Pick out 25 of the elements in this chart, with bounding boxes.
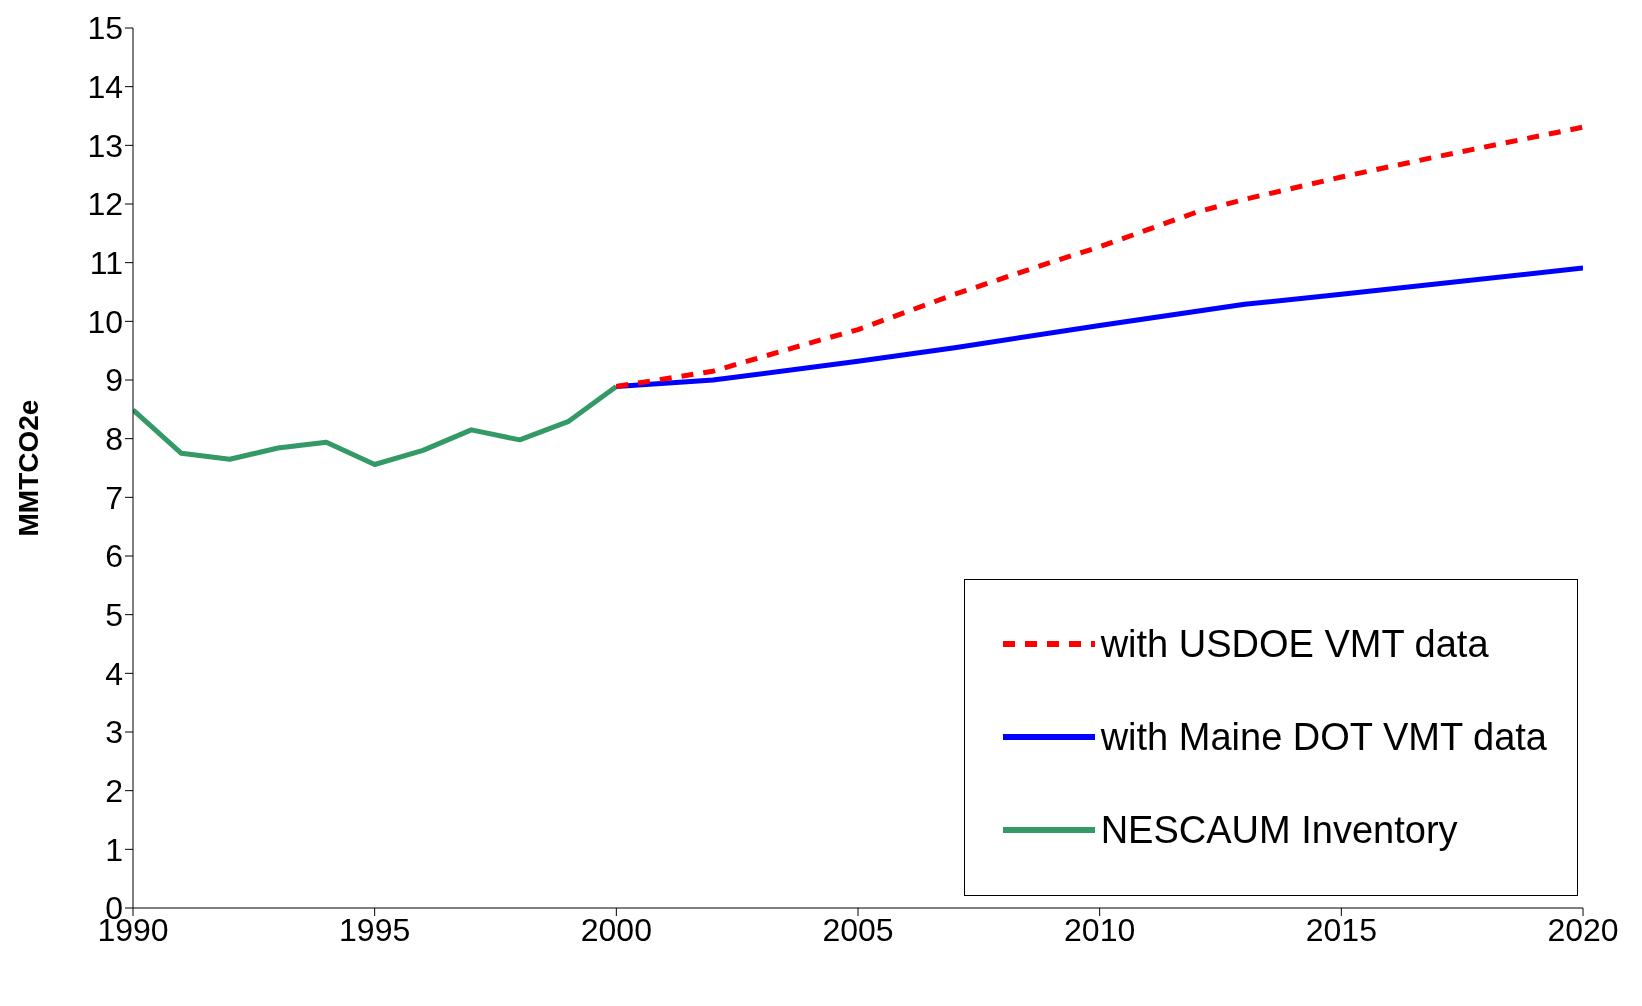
y-tick-label: 10	[87, 303, 123, 340]
y-axis-title: MMTCO2e	[12, 399, 44, 537]
y-tick-label: 5	[105, 597, 123, 634]
legend-label: with Maine DOT VMT data	[1100, 715, 1547, 759]
y-tick-label: 4	[105, 655, 123, 692]
legend-label: NESCAUM Inventory	[1100, 808, 1458, 852]
y-tick-label: 6	[105, 538, 123, 575]
y-tick-label: 12	[87, 186, 123, 223]
y-tick-label: 15	[87, 10, 123, 47]
y-tick-label: 14	[87, 69, 123, 106]
legend-label: with USDOE VMT data	[1100, 622, 1489, 666]
y-tick-label: 11	[89, 245, 123, 282]
x-tick-label: 2005	[822, 911, 894, 948]
y-tick-label: 8	[105, 421, 123, 458]
x-tick-label: 2010	[1064, 911, 1136, 948]
y-tick-label: 9	[105, 362, 123, 399]
x-tick-label: 2015	[1305, 911, 1377, 948]
y-tick-label: 1	[105, 831, 123, 868]
y-tick-label: 3	[105, 714, 123, 751]
x-tick-label: 2020	[1547, 911, 1619, 948]
y-tick-label: 13	[87, 127, 123, 164]
y-tick-label: 7	[105, 479, 123, 516]
x-tick-label: 1995	[339, 911, 411, 948]
x-tick-label: 2000	[580, 911, 652, 948]
y-tick-label: 2	[105, 773, 123, 810]
